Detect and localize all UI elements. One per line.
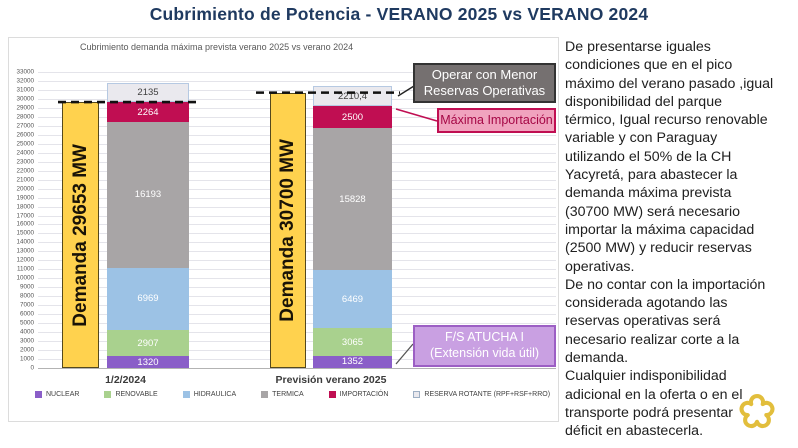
gridline [38,72,556,73]
y-tick-label: 17000 [16,212,34,219]
demand-bar: Demanda 30700 MW [270,92,306,368]
y-tick-label: 27000 [16,122,34,130]
gridline [38,80,556,82]
y-tick-label: 8000 [19,292,34,300]
y-tick-label: 31000 [16,86,34,94]
legend-label: HIDRAULICA [193,391,237,398]
y-tick-label: 23000 [16,158,34,166]
legend-label: NUCLEAR [46,391,80,398]
bar-segment: 16193 [107,122,189,268]
callout-max-import: Máxima Importación [437,108,556,133]
y-tick-label: 11000 [16,265,34,273]
y-tick-label: 22000 [16,167,34,175]
legend-swatch [35,391,42,398]
bar-segment: 2210,4 [313,86,392,106]
legend-swatch [413,391,421,398]
legend-swatch [261,391,269,398]
y-tick-label: 4000 [19,328,34,336]
y-tick-label: 16000 [16,220,34,228]
y-tick-label: 7000 [19,301,34,309]
legend-swatch [182,391,190,398]
gridline [38,368,556,369]
demand-bar-label: Demanda 30700 MW [277,138,298,322]
legend-item: IMPORTACIÓN [328,391,389,398]
bar-segment: 15828 [313,128,392,271]
legend-item: HIDRAULICA [182,391,237,398]
bar-segment: 1352 [313,355,392,368]
y-tick-label: 30000 [16,95,34,103]
y-tick-label: 33000 [16,68,34,76]
y-tick-label: 25000 [16,140,34,148]
page-title: Cubrimiento de Potencia - VERANO 2025 vs… [149,4,649,24]
x-axis-category-label: Previsión verano 2025 [275,374,387,386]
legend-label: RESERVA ROTANTE (RPF+RSF+RRO) [424,391,551,398]
bar-segment: 3065 [313,328,392,356]
y-tick-label: 20000 [16,185,34,193]
bar-segment: 2264 [107,102,189,123]
y-tick-label: 3000 [19,337,34,345]
legend-item: RESERVA ROTANTE (RPF+RSF+RRO) [413,391,550,398]
demand-bar-label: Demanda 29653 MW [69,143,91,327]
y-tick-label: 5000 [19,319,34,327]
y-tick-label: 15000 [16,229,34,237]
bar-segment: 6969 [107,267,189,331]
chart-legend: NUCLEAR RENOVABLE HIDRAULICA TERMICA IMPORTA… [35,391,550,398]
legend-swatch [328,391,336,398]
legend-item: NUCLEAR [35,391,79,398]
callout-atucha: F/S ATUCHA I (Extensión vida útil) [413,325,556,367]
legend-swatch [104,391,112,398]
y-tick-label: 12000 [16,256,34,264]
y-tick-label: 32000 [16,77,34,85]
gridline [38,89,556,91]
legend-label: RENOVABLE [115,391,158,398]
y-tick-label: 18000 [16,203,34,211]
bar-segment: 1320 [107,356,189,368]
y-tick-label: 26000 [16,131,34,139]
y-tick-label: 1000 [19,355,34,363]
legend-label: TERMICA [272,391,304,398]
y-tick-label: 0 [30,364,34,372]
y-tick-label: 19000 [16,194,34,202]
y-tick-label: 14000 [16,238,34,246]
x-axis-category-label: 1/2/2024 [105,374,146,386]
legend-item: TERMICA [261,391,304,398]
y-tick-label: 29000 [16,104,34,112]
chart-subtitle: Cubrimiento demanda máxima prevista vera… [80,42,354,52]
legend-item: RENOVABLE [104,391,158,398]
bar-segment: 2907 [107,330,189,357]
bar-segment: 6469 [313,270,392,329]
bar-segment: 2135 [107,82,189,102]
callout-operate-lower-reserves: Operar con Menor Reservas Operativas [413,63,556,103]
y-tick-label: 9000 [19,283,34,291]
y-tick-label: 6000 [19,310,34,318]
bar-segment: 2500 [313,105,392,129]
y-tick-label: 2000 [19,346,34,354]
analysis-note: De presentarse iguales condiciones que e… [565,39,774,440]
y-tick-label: 21000 [16,176,34,184]
demand-bar: Demanda 29653 MW [62,102,99,368]
y-tick-label: 13000 [16,247,34,255]
y-tick-label: 24000 [16,149,34,157]
legend-label: IMPORTACIÓN [339,391,389,398]
y-tick-label: 10000 [16,274,34,282]
y-tick-label: 28000 [16,113,34,121]
